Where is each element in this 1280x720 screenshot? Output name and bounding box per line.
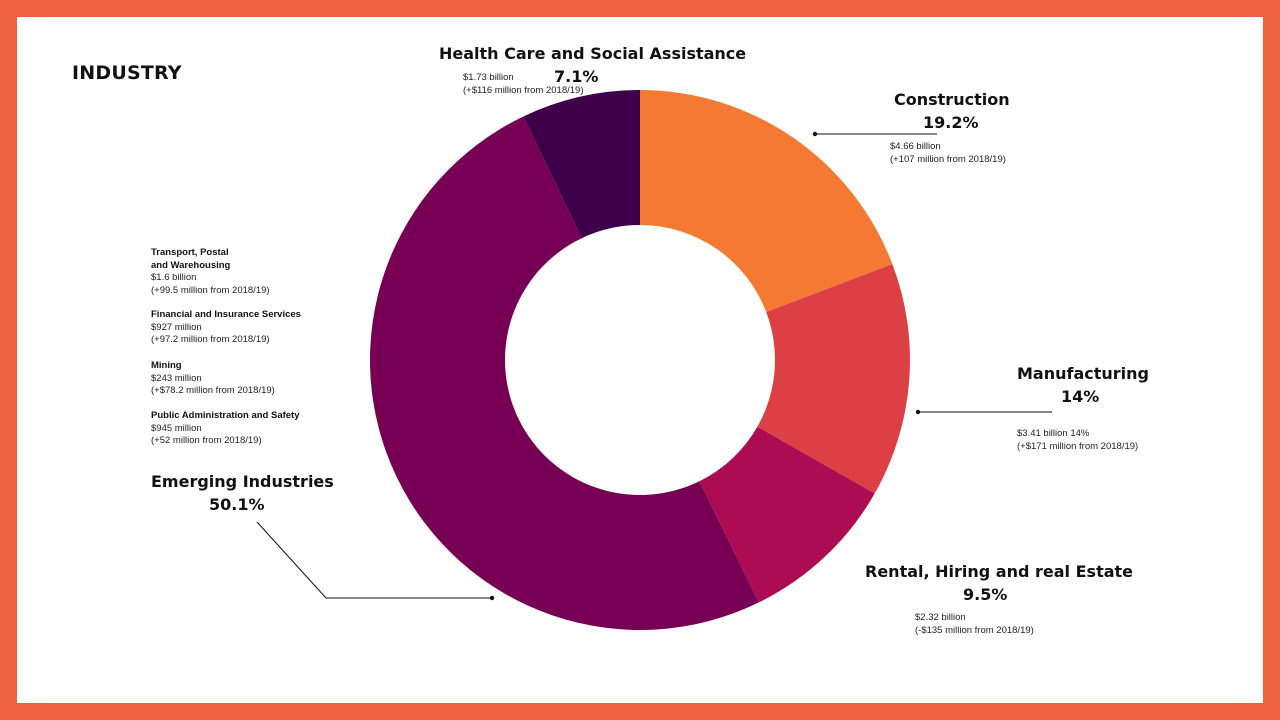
label-construction-value: $4.66 billion	[890, 141, 941, 152]
label-construction-percent: 19.2%	[923, 113, 979, 132]
breakdown-name: Public Administration and Safety	[151, 410, 300, 421]
label-manufacturing-value: $3.41 billion 14%	[1017, 428, 1090, 439]
breakdown-name-line2: and Warehousing	[151, 259, 231, 271]
breakdown-value: $1.6 billion	[151, 272, 197, 283]
leader-lines	[256, 131, 1052, 601]
emerging-breakdown-item-financial: Financial and Insurance Services $927 mi…	[151, 309, 301, 347]
label-health-care-value: $1.73 billion	[463, 72, 514, 83]
donut-chart	[256, 90, 1052, 631]
label-construction-name: Construction	[894, 90, 1010, 109]
emerging-breakdown-item-mining: Mining $243 million (+$78.2 million from…	[151, 360, 275, 398]
label-rental-value: $2.32 billion	[915, 612, 966, 623]
slice-construction	[640, 90, 893, 313]
chart-title: INDUSTRY	[72, 62, 182, 84]
breakdown-value: $927 million	[151, 321, 202, 333]
label-emerging-name: Emerging Industries	[151, 472, 334, 491]
leader-dot-manufacturing	[915, 409, 921, 415]
emerging-breakdown-item-public-admin: Public Administration and Safety $945 mi…	[151, 410, 300, 448]
label-rental-percent: 9.5%	[963, 585, 1008, 604]
breakdown-name: Financial and Insurance Services	[151, 309, 301, 320]
label-manufacturing-percent: 14%	[1061, 387, 1100, 406]
label-construction-change: (+107 million from 2018/19)	[890, 154, 1006, 165]
breakdown-change: (+$78.2 million from 2018/19)	[151, 385, 275, 396]
label-health-care-name: Health Care and Social Assistance	[439, 44, 747, 63]
label-rental-change: (-$135 million from 2018/19)	[915, 625, 1034, 636]
slice-emerging-industries	[369, 116, 759, 631]
breakdown-change: (+52 million from 2018/19)	[151, 435, 262, 446]
label-manufacturing-name: Manufacturing	[1017, 364, 1149, 383]
breakdown-name: Mining	[151, 360, 182, 371]
slice-health-care-and-social-assistance	[523, 90, 640, 239]
breakdown-name: Transport, Postal	[151, 247, 229, 258]
label-rental-name: Rental, Hiring and real Estate	[865, 562, 1134, 581]
label-health-care-change: (+$116 million from 2018/19)	[463, 85, 584, 96]
leader-dot-construction	[812, 131, 818, 137]
leader-line-emerging	[256, 521, 492, 599]
slice-manufacturing	[757, 264, 910, 494]
breakdown-value: $945 million	[151, 422, 202, 434]
label-emerging-percent: 50.1%	[209, 495, 265, 514]
chart-panel: INDUSTRY Health Care and Social Assistan…	[17, 17, 1263, 703]
breakdown-change: (+99.5 million from 2018/19)	[151, 284, 270, 296]
leader-dot-emerging	[489, 595, 495, 601]
breakdown-value: $243 million	[151, 372, 202, 384]
breakdown-change: (+97.2 million from 2018/19)	[151, 334, 270, 345]
donut-slices	[369, 90, 910, 631]
slice-rental-hiring-and-real-estate	[699, 426, 875, 603]
label-health-care-percent: 7.1%	[554, 67, 599, 86]
emerging-breakdown-item-transport: Transport, Postal and Warehousing $1.6 b…	[151, 247, 270, 297]
label-manufacturing-change: (+$171 million from 2018/19)	[1017, 441, 1139, 452]
